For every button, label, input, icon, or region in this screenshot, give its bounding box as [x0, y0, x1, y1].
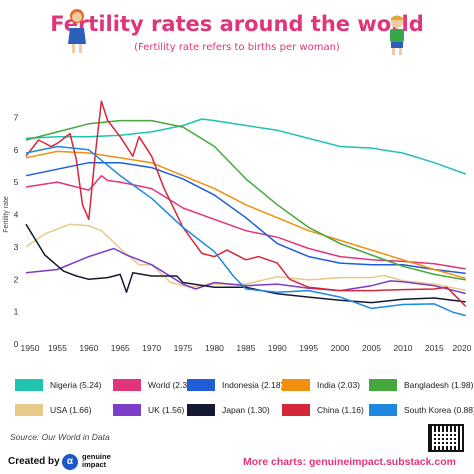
- x-tick-label: 2010: [393, 343, 412, 353]
- legend-swatch: [113, 379, 141, 391]
- x-tick-label: 1995: [299, 343, 318, 353]
- x-tick-label: 1955: [48, 343, 67, 353]
- y-tick-label: 4: [14, 210, 19, 220]
- legend-swatch: [113, 404, 141, 416]
- y-axis-label: Fertility rate: [3, 196, 10, 233]
- series-line-japan: [25, 223, 466, 304]
- y-tick-label: 6: [14, 145, 19, 155]
- legend-swatch: [15, 404, 43, 416]
- legend-item: USA (1.66): [15, 402, 92, 418]
- x-tick-label: 1965: [111, 343, 130, 353]
- series-line-uk: [25, 247, 466, 295]
- legend-swatch: [369, 404, 397, 416]
- more-charts-link[interactable]: More charts: genuineimpact.substack.com: [243, 456, 456, 468]
- series-line-nigeria: [25, 118, 466, 175]
- legend-swatch: [187, 379, 215, 391]
- source-note: Source: Our World in Data: [10, 432, 110, 442]
- legend-item: Japan (1.30): [187, 402, 270, 418]
- x-tick-label: 1950: [21, 343, 40, 353]
- legend-label: UK (1.56): [148, 405, 185, 415]
- legend-label: India (2.03): [317, 380, 360, 390]
- page-title: Fertility rates around the world: [50, 12, 424, 36]
- legend-item: South Korea (0.88): [369, 402, 474, 418]
- legend-label: World (2.32): [148, 380, 195, 390]
- fertility-line-chart: Fertility rate 0 1 2 3 4 5 6 7 1950 1955 1960 1965 1…: [3, 100, 472, 353]
- legend-label: Nigeria (5.24): [50, 380, 102, 390]
- boy-icon: [390, 15, 404, 55]
- legend-swatch: [282, 379, 310, 391]
- x-tick-label: 1960: [79, 343, 98, 353]
- y-tick-label: 7: [14, 112, 19, 122]
- brand-name: genuine impact: [82, 452, 111, 469]
- page-subtitle: (Fertility rate refers to births per wom…: [134, 42, 340, 53]
- brand-logo-icon: α: [62, 454, 78, 470]
- x-tick-label: 2005: [362, 343, 381, 353]
- legend-label: South Korea (0.88): [404, 405, 474, 415]
- created-by-label: Created by: [8, 456, 60, 467]
- series-line-usa: [25, 223, 466, 292]
- x-tick-label: 1970: [142, 343, 161, 353]
- x-tick-label: 2020: [453, 343, 472, 353]
- series-line-south: [25, 145, 466, 317]
- legend-swatch: [15, 379, 43, 391]
- legend-label: China (1.16): [317, 405, 364, 415]
- legend-item: India (2.03): [282, 377, 360, 393]
- x-tick-label: 1985: [236, 343, 255, 353]
- series-line-india: [25, 150, 466, 280]
- footer-bar: [0, 452, 474, 474]
- legend-label: USA (1.66): [50, 405, 92, 415]
- legend-label: Bangladesh (1.98): [404, 380, 474, 390]
- x-tick-label: 1975: [174, 343, 193, 353]
- legend-item: Indonesia (2.18): [187, 377, 283, 393]
- y-tick-label: 0: [14, 339, 19, 349]
- series-line-china: [25, 100, 467, 307]
- legend-item: Bangladesh (1.98): [369, 377, 473, 393]
- series-line-indonesia: [25, 161, 466, 275]
- legend-item: Nigeria (5.24): [15, 377, 102, 393]
- girl-icon: [68, 9, 86, 53]
- legend-swatch: [282, 404, 310, 416]
- legend-item: World (2.32): [113, 377, 195, 393]
- x-tick-label: 2015: [425, 343, 444, 353]
- legend-swatch: [187, 404, 215, 416]
- x-tick-label: 2000: [331, 343, 350, 353]
- legend-swatch: [369, 379, 397, 391]
- x-tick-label: 1990: [268, 343, 287, 353]
- x-tick-label: 1980: [205, 343, 224, 353]
- legend-label: Japan (1.30): [222, 405, 270, 415]
- y-tick-label: 5: [14, 177, 19, 187]
- legend-item: UK (1.56): [113, 402, 184, 418]
- legend-item: China (1.16): [282, 402, 364, 418]
- y-tick-label: 2: [14, 274, 19, 284]
- legend-label: Indonesia (2.18): [222, 380, 284, 390]
- qr-code: [428, 424, 464, 452]
- y-tick-label: 1: [14, 307, 19, 317]
- y-tick-label: 3: [14, 242, 19, 252]
- series-line-world: [25, 174, 466, 270]
